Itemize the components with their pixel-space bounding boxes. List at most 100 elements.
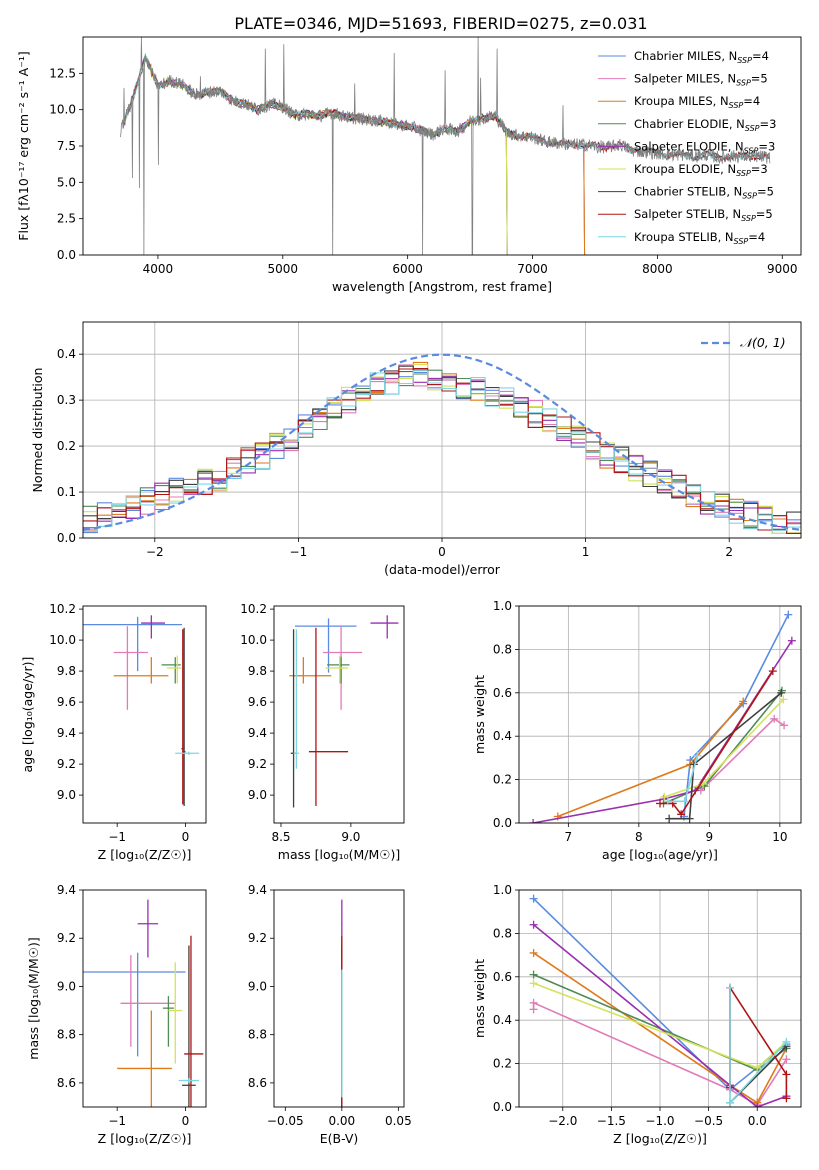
weight-vs-age-panel: 7 8 9 10 0.0 0.2 0.4 0.6 0.8 1.0 age [log₁₀(age/yr… — [472, 599, 802, 862]
x-tick-label: −1 — [108, 1114, 126, 1128]
y-tick-label: 10.0 — [49, 633, 76, 647]
x-axis-label: (data-model)/error — [384, 562, 501, 577]
y-tick-label: 9.4 — [57, 883, 76, 897]
legend-subscript: SSP — [744, 146, 759, 155]
weight-series-line — [533, 924, 787, 1107]
y-tick-label: 9.2 — [248, 757, 267, 771]
y-axis-label: mass weight — [472, 959, 487, 1038]
legend-entry: Salpeter MILES, NSSP=5 — [634, 72, 768, 88]
legend-nssp-value: =5 — [757, 185, 774, 199]
legend-nssp-value: =4 — [748, 230, 765, 244]
histogram-step-line — [83, 370, 801, 532]
legend-model-name: Salpeter STELIB, N — [634, 207, 741, 221]
y-tick-label: 0.4 — [493, 729, 512, 743]
plot-marks — [529, 610, 796, 823]
axes-frame — [273, 889, 405, 1108]
x-tick-label: 8000 — [642, 262, 673, 276]
weight-series-line — [729, 984, 788, 1099]
x-axis-label: mass [log₁₀(M/M☉)] — [278, 847, 400, 862]
legend-model-name: Kroupa ELODIE, N — [634, 162, 736, 176]
y-tick-label: 0.6 — [493, 686, 512, 700]
legend-entry: Salpeter STELIB, NSSP=5 — [634, 207, 773, 223]
x-tick-label: 0.0 — [748, 1114, 767, 1128]
x-tick-label: −1 — [290, 545, 308, 559]
axes-frame — [82, 36, 802, 256]
y-tick-label: 0.1 — [57, 485, 76, 499]
x-tick-label: 2 — [725, 545, 733, 559]
y-tick-label: 5.0 — [57, 175, 76, 189]
plot-marks — [83, 353, 801, 534]
y-axis-label: mass weight — [472, 675, 487, 754]
x-axis-label: Z [log₁₀(Z/Z☉)] — [613, 1131, 707, 1146]
x-tick-label: 0.05 — [385, 1114, 412, 1128]
legend-model-name: Chabrier STELIB, N — [634, 185, 742, 199]
x-axis-label: Z [log₁₀(Z/Z☉)] — [98, 1131, 192, 1146]
y-tick-label: 9.0 — [248, 788, 267, 802]
legend-model-name: Kroupa STELIB, N — [634, 230, 734, 244]
model-spectrum-line — [122, 57, 508, 255]
x-tick-label: 0 — [182, 1114, 190, 1128]
x-axis-label: wavelength [Angstrom, rest frame] — [332, 279, 552, 294]
plot-marks — [83, 615, 200, 806]
age-vs-mass-panel: 8.5 9.0 9.0 9.2 9.4 9.6 9.8 10.0 10.2 mass [log₁₀… — [240, 602, 405, 862]
legend-subscript: SSP — [736, 79, 751, 88]
y-tick-label: 8.6 — [57, 1076, 76, 1090]
x-tick-label: −2 — [146, 545, 164, 559]
legend-subscript: SSP — [729, 101, 744, 110]
legend-subscript: SSP — [736, 169, 751, 178]
y-tick-label: 8.8 — [57, 1028, 76, 1042]
y-tick-label: 10.0 — [49, 103, 76, 117]
legend-model-name: Salpeter MILES, N — [634, 72, 736, 86]
x-tick-label: 7000 — [517, 262, 548, 276]
y-tick-label: 9.2 — [57, 757, 76, 771]
legend-nssp-value: =4 — [752, 49, 769, 63]
plot-marks — [529, 894, 791, 1107]
gaussian-curve — [83, 353, 801, 531]
y-tick-label: 9.8 — [248, 664, 267, 678]
x-tick-label: −0.05 — [267, 1114, 304, 1128]
weight-vs-metallicity-panel: −2.0 −1.5 −1.0 −0.5 0.0 0.0 0.2 0.4 0.6 0.8 1.0 Z [… — [472, 883, 802, 1146]
y-tick-label: 10.0 — [240, 633, 267, 647]
y-tick-label: 1.0 — [493, 599, 512, 613]
y-tick-label: 8.8 — [248, 1028, 267, 1042]
mass-vs-metallicity-panel: −1 0 8.6 8.8 9.0 9.2 9.4 Z [log₁₀(Z/Z☉)] mass [l… — [26, 883, 207, 1146]
axes-frame — [518, 605, 802, 824]
mass-vs-extinction-panel: −0.05 0.00 0.05 8.6 8.8 9.0 9.2 9.4 E(B-V) — [248, 883, 412, 1146]
x-tick-label: −1.5 — [597, 1114, 626, 1128]
legend-entry: Kroupa STELIB, NSSP=4 — [634, 230, 765, 246]
x-tick-label: 9000 — [767, 262, 798, 276]
legend-subscript: SSP — [741, 214, 756, 223]
legend-subscript: SSP — [742, 192, 757, 201]
axes-frame — [82, 889, 207, 1108]
x-tick-label: 0 — [182, 830, 190, 844]
y-tick-label: 0.0 — [493, 1100, 512, 1114]
x-tick-label: 4000 — [143, 262, 174, 276]
y-tick-label: 9.6 — [57, 695, 76, 709]
y-tick-label: 0.3 — [57, 393, 76, 407]
age-vs-metallicity-panel: −1 0 9.0 9.2 9.4 9.6 9.8 10.0 10.2 Z [log₁₀(Z/Z☉)… — [20, 602, 207, 862]
y-axis-label: Flux [fλ10⁻¹⁷ erg cm⁻² s⁻¹ A⁻¹] — [16, 51, 31, 240]
y-tick-label: 9.4 — [248, 883, 267, 897]
x-tick-label: −1 — [108, 830, 126, 844]
y-tick-label: 0.0 — [57, 248, 76, 262]
legend-subscript: SSP — [734, 237, 749, 246]
legend-model-name: Salpeter ELODIE, N — [634, 139, 744, 153]
figure-title: PLATE=0346, MJD=51693, FIBERID=0275, z=0… — [234, 14, 647, 33]
gaussian-legend-label: 𝒩(0, 1) — [740, 335, 786, 350]
y-axis-label: age [log₁₀(age/yr)] — [20, 657, 35, 773]
residual-panel: −2 −1 0 1 2 0.0 0.1 0.2 0.3 0.4 (data-model)/error… — [30, 321, 802, 577]
weight-series-line — [660, 670, 774, 816]
y-tick-label: 0.8 — [493, 926, 512, 940]
x-axis-label: age [log₁₀(age/yr)] — [602, 847, 718, 862]
legend-nssp-value: =5 — [756, 207, 773, 221]
x-tick-label: 1 — [582, 545, 590, 559]
y-tick-label: 9.2 — [248, 931, 267, 945]
observed-spectrum-line — [120, 37, 771, 255]
axes-frame — [273, 605, 405, 824]
legend-subscript: SSP — [737, 56, 752, 65]
legend-entry: Chabrier ELODIE, NSSP=3 — [634, 117, 776, 133]
y-tick-label: 10.2 — [240, 602, 267, 616]
y-tick-label: 0.2 — [57, 439, 76, 453]
x-tick-label: −2.0 — [548, 1114, 577, 1128]
x-axis-label: E(B-V) — [320, 1131, 359, 1146]
